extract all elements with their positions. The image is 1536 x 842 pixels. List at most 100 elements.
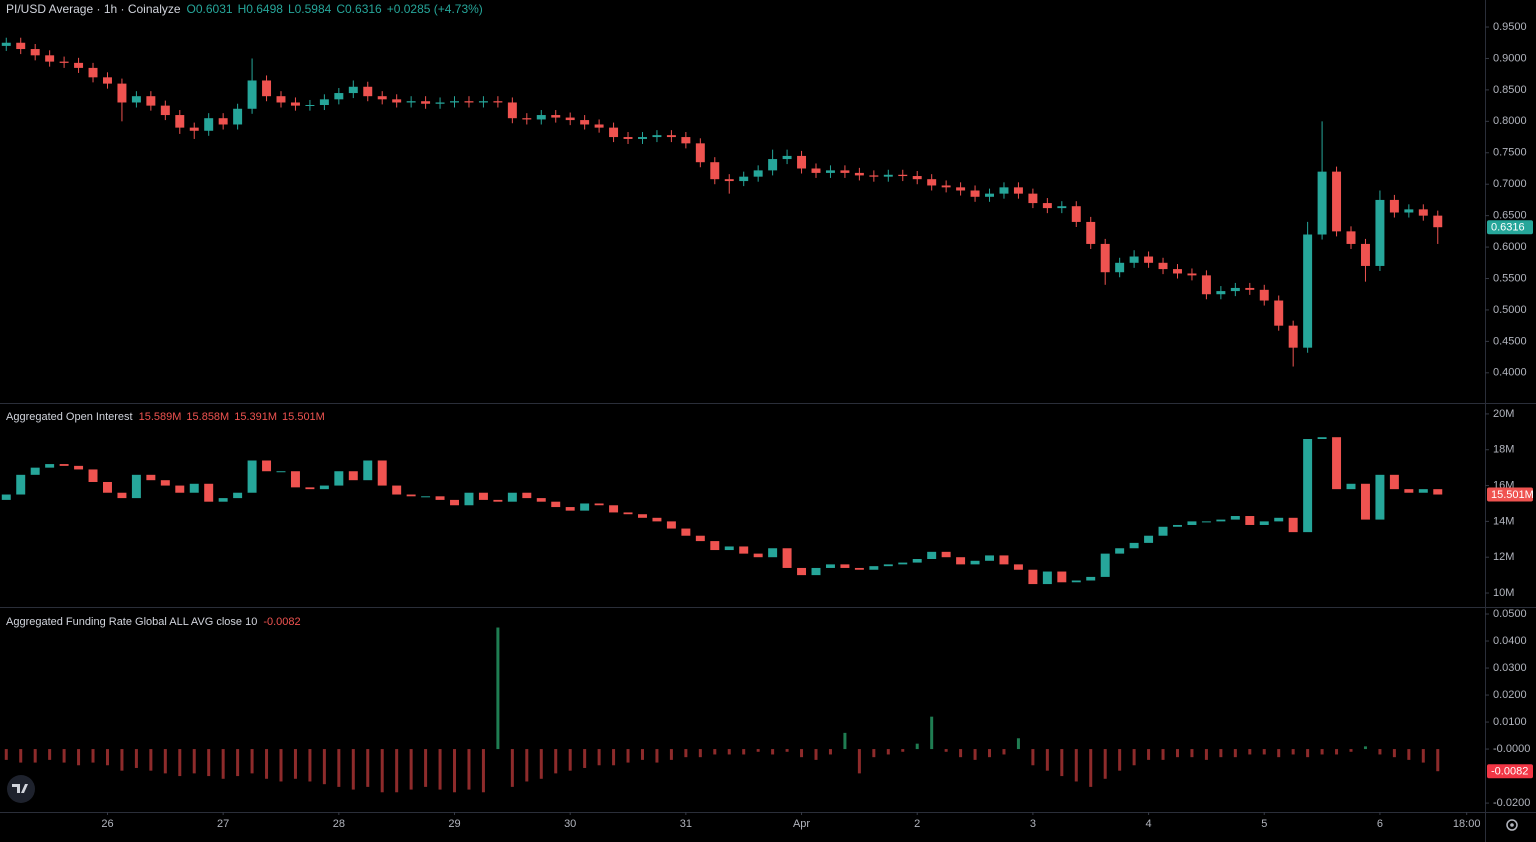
candle-body (319, 99, 329, 105)
funding-bar (91, 749, 95, 763)
legend-value: 15.589M (139, 411, 182, 423)
funding-bar (510, 749, 514, 787)
candle-body (233, 108, 243, 125)
funding-bar (366, 749, 370, 787)
funding-bar (308, 749, 312, 782)
y-tick-label: 0.9500 (1493, 21, 1527, 33)
funding-bar (163, 749, 167, 774)
funding-bar (1349, 749, 1353, 752)
y-tick-label: 0.0500 (1493, 608, 1527, 620)
candle-body (493, 101, 503, 103)
candle-body (1360, 483, 1370, 520)
candle-body (941, 185, 951, 188)
legend-value: C0.6316 (336, 2, 382, 16)
candle-body (999, 555, 1009, 565)
candle-body (898, 562, 908, 565)
y-tick-label: 0.9000 (1493, 52, 1527, 64)
candle-body (854, 567, 864, 570)
candle-body (1042, 203, 1052, 209)
candle-body (377, 96, 387, 100)
candle-body (1144, 535, 1154, 543)
funding-bar (915, 743, 919, 750)
candle-body (1346, 483, 1356, 490)
x-tick-label: 28 (333, 818, 345, 830)
last-value-badge (1487, 764, 1533, 779)
candle-body (1115, 262, 1125, 273)
candle-body (753, 170, 763, 177)
candle-body (956, 187, 966, 191)
candle-body (363, 460, 373, 481)
y-tick-label: -0.0200 (1493, 797, 1530, 809)
funding-bar (930, 716, 934, 750)
legend-value: O0.6031 (187, 2, 233, 16)
candle-body (88, 469, 98, 482)
funding-bar (424, 749, 428, 787)
candle-body (927, 551, 937, 559)
funding-bar (380, 749, 384, 793)
candle-body (276, 96, 286, 103)
candle-body (30, 49, 40, 56)
funding-bar (279, 749, 283, 782)
candle-body (189, 483, 199, 493)
funding-bar (973, 749, 977, 760)
funding-bar (1277, 749, 1281, 758)
candle-body (450, 101, 459, 103)
candle-body (638, 137, 647, 139)
candle-body (1346, 231, 1356, 244)
candle-body (1201, 521, 1211, 523)
candle-body (1360, 243, 1370, 266)
funding-bar (1060, 749, 1064, 777)
candle-body (840, 564, 850, 568)
funding-bar (988, 749, 992, 758)
funding-bar (178, 749, 182, 777)
gear-icon (1506, 819, 1518, 831)
funding-bar (1219, 749, 1223, 758)
candle-body (609, 127, 619, 138)
funding-bar (959, 749, 963, 758)
candle-body (1418, 489, 1428, 493)
settings-button[interactable] (1506, 819, 1518, 831)
candle-body (695, 535, 705, 542)
candle-body (117, 492, 127, 499)
candle-body (1071, 580, 1081, 583)
legend-value: H0.6498 (238, 2, 284, 16)
candle-body (421, 496, 431, 498)
funding-bar (120, 749, 124, 771)
funding-bar (467, 749, 471, 790)
candle-body (825, 170, 835, 173)
candle-body (1418, 209, 1428, 216)
funding-bar (1233, 749, 1237, 758)
tradingview-logo[interactable] (7, 775, 35, 803)
candle-body (999, 187, 1009, 194)
last-value-label: 15.501M (1491, 489, 1534, 501)
funding-bar (655, 749, 659, 763)
funding-bar (1031, 749, 1035, 766)
funding-bar (134, 749, 138, 768)
y-tick-label: 0.7500 (1493, 147, 1527, 159)
candle-body (941, 551, 951, 558)
funding-bar (293, 749, 297, 779)
funding-bar (1161, 749, 1165, 760)
candle-body (507, 492, 517, 502)
candle-body (478, 492, 488, 500)
funding-bar (525, 749, 529, 782)
legend-value: +0.0285 (+4.73%) (387, 2, 483, 16)
candle-body (1230, 516, 1240, 520)
candle-body (363, 86, 373, 97)
candle-body (233, 492, 243, 499)
y-tick-label: 0.0400 (1493, 635, 1527, 647)
candle-body (695, 143, 705, 163)
candle-body (1158, 526, 1168, 536)
funding-bar (1118, 749, 1122, 771)
candle-body (782, 155, 792, 160)
candle-body (435, 496, 445, 500)
y-tick-label: 0.5500 (1493, 272, 1527, 284)
funding-bar (1248, 749, 1252, 755)
x-tick-label: Apr (793, 818, 810, 830)
candle-body (45, 464, 55, 468)
candle-body (1317, 437, 1327, 439)
candle-body (782, 548, 792, 568)
candle-body (710, 541, 720, 551)
y-tick-label: 12M (1493, 551, 1514, 563)
